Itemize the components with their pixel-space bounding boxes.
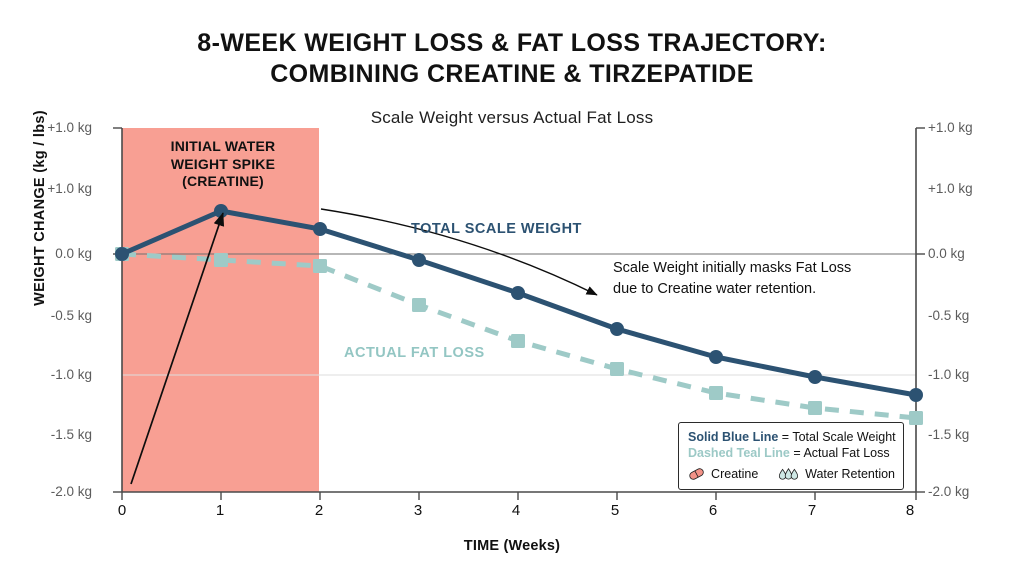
legend-key-solid-blue-line: Solid Blue Line: [688, 430, 779, 444]
x-tick-6: 6: [708, 502, 718, 519]
legend-label-water-retention: Water Retention: [805, 467, 895, 481]
series-label-total-scale-weight: TOTAL SCALE WEIGHT: [411, 221, 582, 237]
callout-arrow-water-spike: [130, 212, 225, 485]
creatine-band-label-line-2: WEIGHT SPIKE: [170, 155, 276, 172]
legend-label-creatine: Creatine: [711, 467, 759, 481]
y-tick-right-5: -1.5 kg: [928, 427, 970, 442]
creatine-band-label-line-3: (CREATINE): [182, 173, 264, 189]
legend-value-actual-fat-loss: = Actual Fat Loss: [789, 446, 890, 460]
legend-key-dashed-teal-line: Dashed Teal Line: [688, 446, 790, 460]
annotation-line-1: Scale Weight initially masks Fat Loss: [613, 260, 852, 276]
x-tick-5: 5: [610, 502, 620, 519]
creatine-band-region: [122, 128, 319, 492]
legend-row-total-scale-weight: Solid Blue Line = Total Scale Weight: [688, 429, 896, 445]
x-tick-4: 4: [511, 502, 521, 519]
series-label-actual-fat-loss: ACTUAL FAT LOSS: [344, 345, 485, 361]
x-tick-8: 8: [905, 502, 915, 519]
x-tick-0: 0: [117, 502, 127, 519]
y-tick-right-4: -1.0 kg: [928, 367, 970, 382]
legend-icon-row: Creatine Water Retention: [688, 465, 895, 483]
legend-value-total-scale-weight: = Total Scale Weight: [778, 430, 896, 444]
water-droplets-icon: [779, 468, 799, 480]
y-tick-left-2: 0.0 kg: [55, 246, 92, 261]
x-tick-1: 1: [215, 502, 225, 519]
legend: Solid Blue Line = Total Scale Weight Das…: [678, 422, 904, 490]
annotation-text: Scale Weight initially masks Fat Loss du…: [613, 258, 923, 300]
chart-subtitle: Scale Weight versus Actual Fat Loss: [370, 108, 654, 127]
y-tick-right-2: 0.0 kg: [928, 246, 965, 261]
title-line-1: 8-WEEK WEIGHT LOSS & FAT LOSS TRAJECTORY…: [197, 29, 827, 57]
title-line-2: COMBINING CREATINE & TIRZEPATIDE: [270, 60, 754, 88]
creatine-band-label-line-1: INITIAL WATER: [170, 138, 276, 154]
y-tick-right-1: +1.0 kg: [928, 181, 973, 196]
y-tick-left-1: +1.0 kg: [47, 181, 92, 196]
series-markers-total-scale-weight: [115, 204, 923, 402]
y-tick-right-6: -2.0 kg: [928, 484, 970, 499]
y-tick-right-3: -0.5 kg: [928, 308, 970, 323]
y-tick-left-4: -1.0 kg: [50, 367, 92, 382]
x-axis-title: TIME (Weeks): [463, 538, 561, 554]
y-tick-left-3: -0.5 kg: [50, 308, 92, 323]
y-tick-left-6: -2.0 kg: [50, 484, 92, 499]
x-tick-marks: [121, 492, 917, 500]
x-tick-7: 7: [807, 502, 817, 519]
pill-capsule-icon: [689, 468, 704, 480]
x-tick-3: 3: [413, 502, 423, 519]
y-tick-left-5: -1.5 kg: [50, 427, 92, 442]
creatine-band-label: INITIAL WATER WEIGHT SPIKE (CREATINE): [122, 138, 324, 191]
page-title: 8-WEEK WEIGHT LOSS & FAT LOSS TRAJECTORY…: [0, 28, 1024, 90]
callout-arrow-annotation: [320, 208, 598, 296]
y-tick-left-0: +1.0 kg: [47, 120, 92, 135]
x-tick-2: 2: [314, 502, 324, 519]
annotation-line-2: due to Creatine water retention.: [613, 281, 817, 297]
y-tick-right-0: +1.0 kg: [928, 120, 973, 135]
legend-row-actual-fat-loss: Dashed Teal Line = Actual Fat Loss: [688, 445, 895, 461]
